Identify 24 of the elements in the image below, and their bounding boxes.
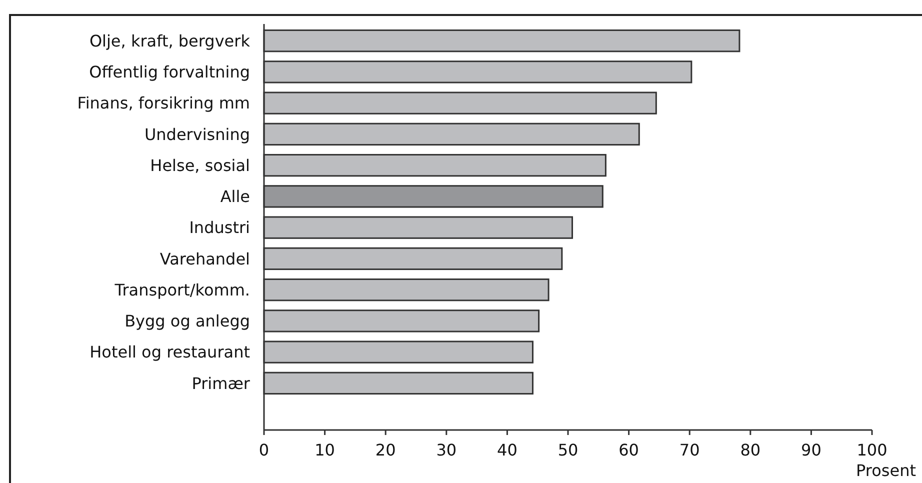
x-tick-label: 80 — [740, 440, 761, 460]
x-tick-label: 90 — [801, 440, 822, 460]
y-tick-label: Offentlig forvaltning — [89, 62, 250, 82]
x-tick-label: 100 — [856, 440, 888, 460]
y-tick-label: Undervisning — [144, 124, 250, 144]
y-tick-label: Hotell og restaurant — [90, 342, 250, 362]
x-tick-label: 30 — [436, 440, 457, 460]
x-tick-label: 20 — [375, 440, 396, 460]
y-tick-label: Finans, forsikring mm — [77, 94, 250, 113]
y-tick-label: Industri — [189, 218, 250, 238]
x-tick-label: 70 — [679, 440, 700, 460]
x-axis-title: Prosent — [856, 461, 916, 480]
x-tick-label: 40 — [497, 440, 518, 460]
y-tick-label: Alle — [220, 187, 250, 206]
y-tick-label: Transport/komm. — [114, 280, 250, 300]
x-tick-label: 50 — [558, 440, 578, 460]
y-tick-label: Primær — [192, 374, 250, 393]
y-tick-label: Varehandel — [160, 249, 250, 268]
x-tick-label: 10 — [314, 440, 335, 460]
y-tick-label: Bygg og anlegg — [124, 312, 250, 331]
y-tick-label: Helse, sosial — [150, 156, 250, 175]
x-tick-label: 60 — [618, 440, 639, 460]
y-tick-label: Olje, kraft, bergverk — [89, 31, 251, 50]
x-tick-label: 0 — [258, 440, 270, 460]
